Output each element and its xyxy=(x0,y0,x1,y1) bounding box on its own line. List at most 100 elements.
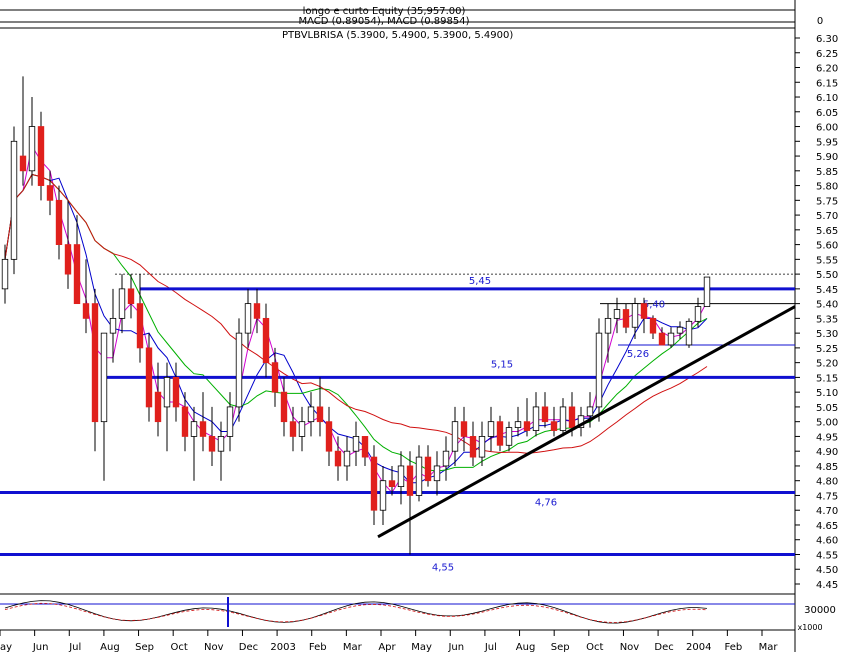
candle-body xyxy=(424,456,432,482)
candle xyxy=(667,327,675,348)
support-label: 5,15 xyxy=(491,359,513,370)
candle xyxy=(586,392,594,428)
candle xyxy=(496,415,504,452)
candle-body xyxy=(109,317,117,334)
candle-body xyxy=(190,421,198,437)
candle-body xyxy=(622,309,630,328)
candle-body xyxy=(64,244,72,275)
support-levels: 5,45 5,40 5,26 5,15 4,76 4,55 xyxy=(0,273,795,573)
x-tick-label: Nov xyxy=(620,642,640,652)
candle-body xyxy=(55,199,63,245)
candle xyxy=(253,288,261,334)
y-tick-label: 5.25 xyxy=(816,344,838,355)
candle-body xyxy=(343,450,351,467)
candle xyxy=(487,406,495,452)
candle-body xyxy=(82,303,90,319)
candle-body xyxy=(163,377,171,408)
y-tick-label: 4.45 xyxy=(816,580,838,591)
x-tick-label: Mar xyxy=(343,642,363,652)
y-tick-label: 5.40 xyxy=(816,300,838,311)
candle-body xyxy=(442,450,450,467)
moving-average-24 xyxy=(4,173,708,454)
candle-body xyxy=(379,480,387,511)
oscillator-signal-line xyxy=(4,602,708,623)
candle xyxy=(289,406,297,452)
candle xyxy=(577,406,585,437)
x-tick-label: Jun xyxy=(447,642,464,652)
x-tick-label: Sep xyxy=(135,642,154,652)
candle xyxy=(1,244,9,304)
candle xyxy=(649,315,657,340)
candle-body xyxy=(325,421,333,452)
candle xyxy=(181,392,189,452)
candle xyxy=(271,347,279,407)
candle-body xyxy=(352,436,360,452)
candle-body xyxy=(586,406,594,417)
candle-body xyxy=(415,456,423,496)
candle-body xyxy=(271,362,279,393)
candle-body xyxy=(703,276,711,307)
candle xyxy=(595,318,603,422)
candle xyxy=(37,111,45,201)
candle-body xyxy=(541,406,549,423)
y-tick-label: 4.70 xyxy=(816,506,838,517)
x-tick-label: Nov xyxy=(204,642,224,652)
support-label: 5,40 xyxy=(643,300,665,311)
equity-label: longo e curto Equity (35,957.00) xyxy=(303,6,466,17)
candle xyxy=(361,436,369,466)
candle-body xyxy=(226,406,234,437)
candle-body xyxy=(631,303,639,328)
candle xyxy=(244,288,252,348)
candle xyxy=(82,259,90,334)
candle xyxy=(658,327,666,346)
candle xyxy=(676,321,684,340)
candle-body xyxy=(298,421,306,437)
y-tick-label: 4.85 xyxy=(816,462,838,473)
candle-body xyxy=(28,126,36,172)
candle-body xyxy=(19,155,27,172)
candle xyxy=(541,392,549,428)
y-tick-label: 6.30 xyxy=(816,34,838,45)
candle-body xyxy=(217,436,225,452)
x-tick-label: 2004 xyxy=(686,642,711,652)
x-tick-label: Jun xyxy=(32,642,49,652)
candle-body xyxy=(361,436,369,458)
candle xyxy=(73,215,81,305)
candle xyxy=(559,398,567,437)
header-zero-label: 0 xyxy=(817,16,823,27)
candle-body xyxy=(595,332,603,408)
y-tick-label: 5.50 xyxy=(816,270,838,281)
oscillator-axis-unit: x1000 xyxy=(797,623,822,632)
candle xyxy=(199,392,207,452)
candles xyxy=(1,76,711,555)
candle-body xyxy=(640,303,648,319)
candle xyxy=(127,274,135,319)
candle xyxy=(307,392,315,437)
x-tick-label: Aug xyxy=(100,642,120,652)
y-tick-label: 5.70 xyxy=(816,211,838,222)
candle xyxy=(478,421,486,466)
candle-body xyxy=(460,421,468,437)
candle-body xyxy=(451,421,459,452)
candle xyxy=(442,436,450,481)
support-label: 5,45 xyxy=(469,276,491,287)
y-tick-label: 5.65 xyxy=(816,226,838,237)
candle-body xyxy=(253,303,261,319)
candle-body xyxy=(235,332,243,408)
y-tick-label: 5.15 xyxy=(816,373,838,384)
y-tick-label: 4.75 xyxy=(816,491,838,502)
y-tick-label: 4.50 xyxy=(816,565,838,576)
candle xyxy=(550,406,558,437)
candle-body xyxy=(550,421,558,431)
macd-label: MACD (0.89054), MACD (0.89854) xyxy=(299,16,470,27)
ascending-trend-line xyxy=(377,305,796,539)
y-tick-label: 6.10 xyxy=(816,93,838,104)
candle-body xyxy=(136,303,144,349)
candle-body xyxy=(145,347,153,408)
candle xyxy=(451,406,459,466)
candle-body xyxy=(397,465,405,488)
x-tick-label: Oct xyxy=(586,642,603,652)
y-tick-label: 5.95 xyxy=(816,137,838,148)
y-tick-label: 5.60 xyxy=(816,241,838,252)
